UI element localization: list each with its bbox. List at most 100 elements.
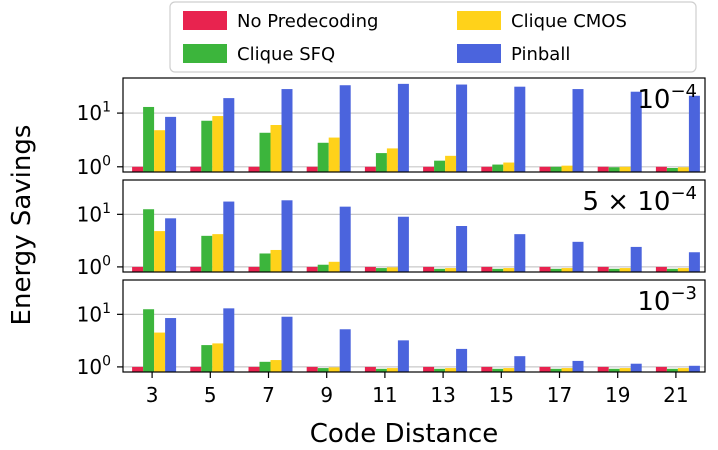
bar-clique-cmos [619, 166, 631, 172]
bar-clique-sfq [375, 368, 387, 372]
bar-no-predecoding [597, 366, 609, 372]
legend-frame [169, 1, 697, 73]
bar-pinball [630, 246, 642, 272]
bar-no-predecoding [423, 366, 435, 372]
bar-clique-cmos [212, 116, 224, 172]
bar-clique-sfq [550, 368, 562, 372]
bar-clique-cmos [386, 148, 398, 172]
x-tick-label: 3 [146, 383, 159, 407]
bar-clique-cmos [445, 368, 457, 372]
annotation-prefix: 5 × [583, 187, 638, 217]
bar-pinball [165, 116, 177, 172]
bar-clique-sfq [492, 268, 504, 272]
bar-clique-cmos [677, 268, 689, 272]
x-tick-label: 17 [547, 383, 572, 407]
bar-clique-sfq [608, 167, 620, 172]
legend-swatch-clique-sfq [183, 44, 227, 63]
power-exponent: 0 [102, 153, 111, 169]
bar-clique-sfq [550, 268, 562, 272]
bar-clique-sfq [608, 268, 620, 272]
x-tick-label: 13 [430, 383, 455, 407]
panel-annotation: 5 × 10−4 [583, 183, 698, 217]
bar-clique-cmos [561, 165, 573, 172]
bar-no-predecoding [364, 266, 376, 272]
bar-pinball [281, 316, 293, 372]
power-exponent: 0 [102, 354, 111, 370]
bar-clique-sfq [259, 361, 271, 372]
legend-swatch-pinball [457, 44, 501, 63]
panel-frame [122, 77, 706, 173]
power-base: 10 [77, 302, 102, 326]
bar-no-predecoding [481, 366, 493, 372]
bar-no-predecoding [248, 366, 260, 372]
bar-no-predecoding [597, 266, 609, 272]
bar-clique-sfq [434, 160, 446, 172]
bar-clique-cmos [561, 268, 573, 272]
bar-clique-cmos [677, 368, 689, 372]
bar-clique-sfq [492, 164, 504, 172]
bar-no-predecoding [481, 166, 493, 172]
bar-no-predecoding [655, 366, 667, 372]
power-exponent: 0 [102, 254, 111, 270]
power-base: 10 [77, 255, 102, 279]
bar-pinball [281, 200, 293, 272]
bar-no-predecoding [423, 266, 435, 272]
y-tick-label: 100 [77, 354, 111, 379]
bar-pinball [339, 206, 351, 272]
bar-clique-cmos [386, 368, 398, 372]
power-exponent: 1 [102, 301, 111, 317]
bar-pinball [688, 95, 700, 172]
bar-clique-cmos [503, 268, 515, 272]
bar-clique-cmos [154, 231, 166, 272]
x-tick-label: 11 [372, 383, 397, 407]
x-tick-label: 9 [320, 383, 333, 407]
legend-label-pinball: Pinball [511, 44, 570, 65]
bar-clique-cmos [445, 268, 457, 272]
bar-no-predecoding [190, 266, 202, 272]
bar-no-predecoding [132, 166, 144, 172]
power-exponent: 1 [102, 100, 111, 116]
bar-clique-sfq [201, 235, 213, 272]
bar-clique-sfq [666, 268, 678, 272]
legend-label-clique-cmos: Clique CMOS [511, 11, 627, 32]
bar-pinball [572, 89, 584, 172]
bar-clique-cmos [619, 268, 631, 272]
bar-clique-cmos [561, 368, 573, 372]
bar-no-predecoding [655, 166, 667, 172]
bar-no-predecoding [364, 366, 376, 372]
bar-clique-sfq [550, 166, 562, 172]
bar-no-predecoding [190, 166, 202, 172]
x-tick-label: 15 [489, 383, 514, 407]
legend-label-clique-sfq: Clique SFQ [237, 44, 335, 65]
bar-pinball [456, 84, 468, 172]
bar-clique-cmos [270, 249, 282, 272]
bar-clique-sfq [201, 120, 213, 172]
bar-clique-cmos [503, 368, 515, 372]
power-base: 10 [637, 85, 670, 115]
bar-pinball [688, 365, 700, 372]
bar-clique-cmos [619, 368, 631, 372]
x-tick-label: 5 [204, 383, 217, 407]
bar-pinball [281, 89, 293, 172]
bar-no-predecoding [481, 266, 493, 272]
bar-clique-sfq [259, 132, 271, 172]
legend-label-no-predecoding: No Predecoding [237, 11, 379, 32]
bar-clique-cmos [270, 125, 282, 172]
bar-clique-sfq [375, 153, 387, 172]
legend: No Predecoding Clique CMOS Clique SFQ Pinba… [169, 1, 697, 73]
bar-clique-sfq [317, 264, 329, 272]
bar-clique-cmos [154, 332, 166, 372]
x-tick-label: 7 [262, 383, 275, 407]
bar-clique-sfq [375, 268, 387, 272]
panel-frame [122, 179, 706, 273]
power-exponent: 1 [102, 201, 111, 217]
bar-clique-sfq [259, 253, 271, 272]
bar-no-predecoding [248, 266, 260, 272]
bar-no-predecoding [190, 366, 202, 372]
y-tick-label: 100 [77, 254, 111, 279]
bar-no-predecoding [248, 166, 260, 172]
legend-swatch-clique-cmos [457, 11, 501, 30]
bar-clique-cmos [212, 234, 224, 272]
bar-pinball [456, 348, 468, 372]
